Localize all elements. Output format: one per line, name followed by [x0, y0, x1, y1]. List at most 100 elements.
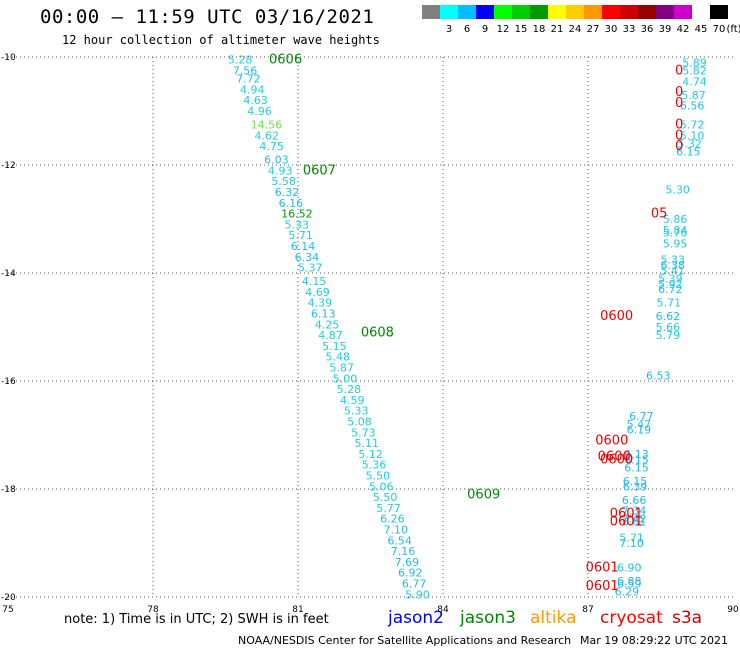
time-label: 0609: [467, 487, 500, 502]
data-point: 6.38: [661, 259, 686, 272]
data-point: 4.96: [247, 105, 272, 118]
data-point: 5.95: [663, 237, 688, 250]
legend-swatch: [656, 5, 674, 19]
data-point: 4.69: [305, 286, 330, 299]
legend-swatch: [584, 5, 602, 19]
x-tick-label: 75: [2, 605, 13, 615]
data-point: 5.82: [682, 65, 707, 78]
data-point: 6.90: [617, 561, 642, 574]
satellite-cryosat: cryosat: [600, 608, 663, 628]
legend-label: 9: [481, 24, 489, 35]
data-point: 5.28: [337, 383, 362, 396]
data-point: 6.03: [264, 154, 289, 167]
data-point: 5.30: [665, 183, 690, 196]
time-label: 0600: [600, 309, 633, 324]
data-point: 5.41: [661, 264, 686, 277]
data-point: 6.15: [624, 461, 649, 474]
data-point: 5.89: [682, 56, 707, 69]
data-point: 5.33: [344, 405, 369, 418]
data-point: 5.48: [326, 351, 351, 364]
data-point: 5.76: [663, 227, 688, 240]
data-point: 6.92: [398, 567, 423, 580]
data-point: 5.84: [663, 224, 688, 237]
data-point: 6.62: [656, 310, 681, 323]
data-point: 5.11: [355, 437, 380, 450]
data-point: 4.59: [340, 394, 365, 407]
data-point: 6.29: [615, 586, 640, 599]
data-point: 4.93: [268, 164, 293, 177]
data-point: 5.71: [657, 297, 682, 310]
legend-swatch: [638, 5, 656, 19]
footer-org: NOAA/NESDIS Center for Satellite Applica…: [238, 634, 572, 647]
data-point: 6.54: [387, 534, 412, 547]
data-point: 7.72: [236, 73, 261, 86]
page-title: 00:00 — 11:59 UTC 03/16/2021: [40, 6, 375, 28]
legend-label: 70: [712, 24, 726, 35]
data-point: 6.15: [623, 475, 648, 488]
y-tick-label: -16: [1, 377, 16, 387]
data-point: 5.28: [228, 54, 253, 67]
time-label: 0601: [586, 560, 619, 575]
time-label: 0607: [303, 163, 336, 178]
data-point: 5.37: [298, 262, 323, 275]
x-tick-label: 78: [147, 605, 159, 615]
data-point: 5.12: [358, 448, 383, 461]
data-point: 4.15: [302, 275, 327, 288]
legend-swatch: [674, 5, 692, 19]
legend-label: 3: [445, 24, 453, 35]
legend-label: 24: [568, 24, 582, 35]
data-point: 5.39: [658, 272, 683, 285]
data-point: 7.10: [619, 537, 644, 550]
data-point: 14.56: [251, 119, 283, 132]
data-point: 4.63: [243, 94, 268, 107]
data-point: 4.39: [308, 297, 333, 310]
legend-swatch: [710, 5, 728, 19]
y-tick-label: -18: [1, 485, 16, 495]
legend-swatch: [530, 5, 548, 19]
time-label: 0: [675, 96, 683, 111]
data-point: 5.92: [658, 278, 683, 291]
data-point: 7.69: [395, 556, 420, 569]
data-point: 6.72: [658, 283, 683, 296]
time-label: 0601: [586, 579, 619, 594]
data-point: 6.19: [627, 424, 652, 437]
data-point: 16.52: [281, 208, 313, 221]
data-point: 6.15: [676, 146, 701, 159]
legend-label: 39: [658, 24, 672, 35]
legend-swatch: [422, 5, 440, 19]
legend-swatch: [440, 5, 458, 19]
data-point: 5.32: [677, 137, 702, 150]
legend-label: 42: [676, 24, 690, 35]
time-label: 0: [675, 139, 683, 154]
y-tick-label: -10: [1, 53, 16, 63]
data-point: 5.47: [627, 418, 652, 431]
data-point: 6.34: [295, 251, 320, 264]
data-point: 6.26: [380, 513, 405, 526]
data-point: 5.10: [680, 129, 705, 142]
data-point: 7.34: [622, 505, 647, 518]
data-point: 7.42: [622, 513, 647, 526]
data-point: 6.13: [624, 448, 649, 461]
data-point: 4.25: [315, 318, 340, 331]
data-point: 5.00: [333, 372, 358, 385]
data-point: 5.77: [376, 502, 401, 515]
data-point: 6.61: [622, 515, 647, 528]
data-point: 6.39: [623, 480, 648, 493]
legend-swatch: [476, 5, 494, 19]
legend-label: 18: [532, 24, 546, 35]
time-label: 05: [651, 207, 668, 222]
time-label: 0: [675, 128, 683, 143]
data-point: 5.87: [681, 89, 706, 102]
legend-label: 45: [694, 24, 708, 35]
x-tick-label: 84: [437, 605, 449, 615]
legend-label: 15: [514, 24, 528, 35]
y-tick-label: -20: [1, 593, 16, 603]
data-point: 5.87: [329, 362, 354, 375]
data-point: 5.15: [322, 340, 347, 353]
legend-swatch: [512, 5, 530, 19]
data-point: 5.58: [271, 175, 296, 188]
time-label: 0601: [610, 514, 643, 529]
legend-swatch: [602, 5, 620, 19]
data-point: 5.33: [661, 254, 686, 267]
